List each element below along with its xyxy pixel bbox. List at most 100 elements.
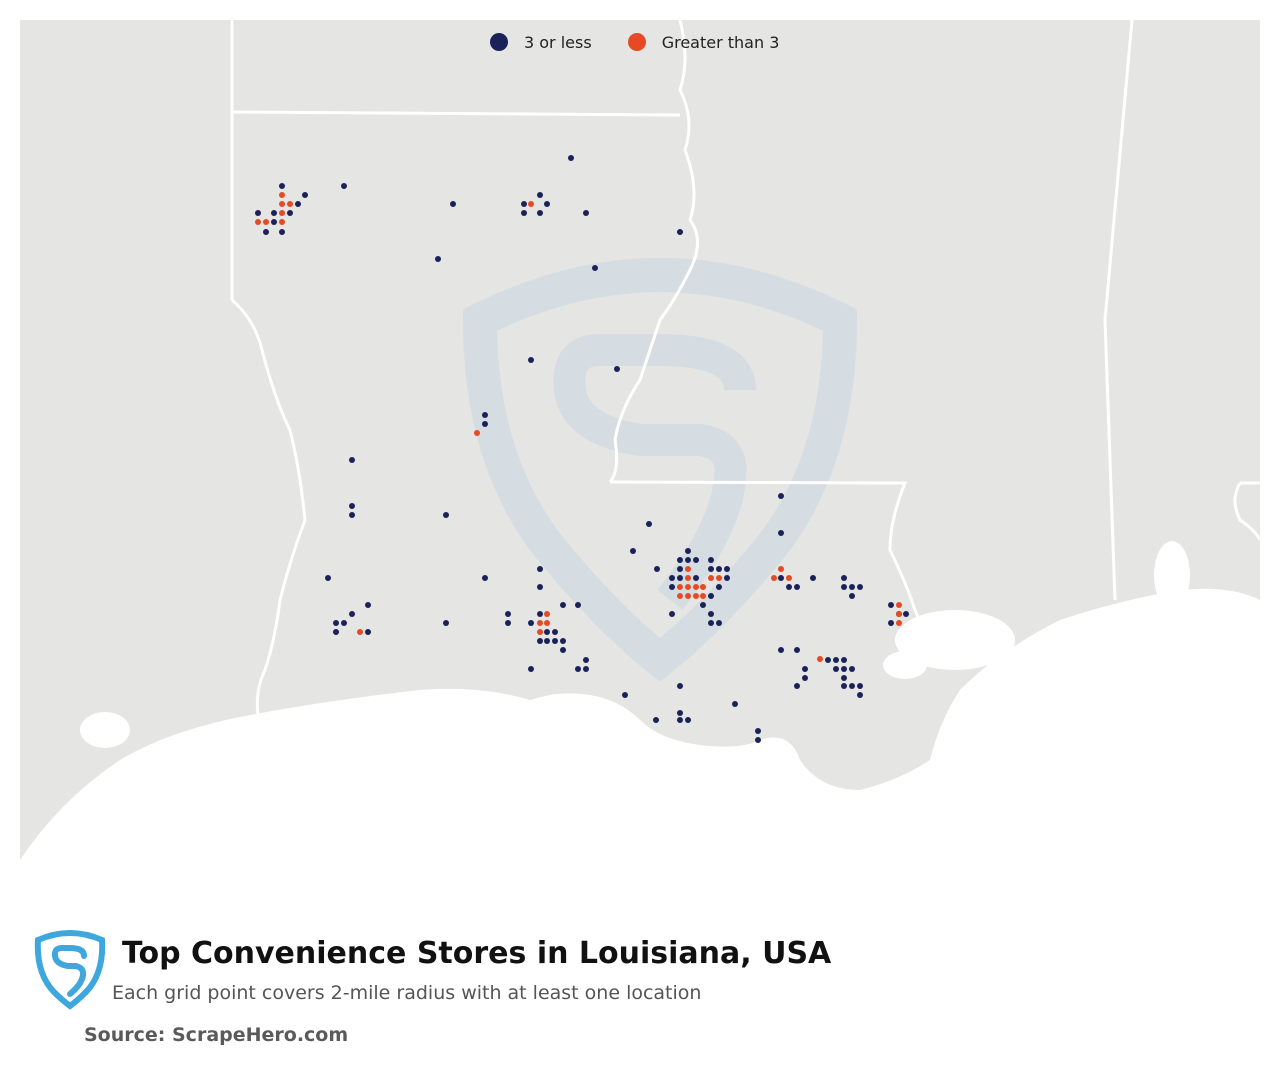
store-dot-3-or-less [778, 493, 784, 499]
store-dot-3-or-less [716, 566, 722, 572]
store-dot-3-or-less [365, 602, 371, 608]
store-dot-greater-than-3 [817, 656, 823, 662]
store-dot-3-or-less [685, 557, 691, 563]
store-dot-3-or-less [295, 201, 301, 207]
store-dot-greater-than-3 [263, 219, 269, 225]
legend-label: 3 or less [524, 32, 592, 52]
store-dot-greater-than-3 [279, 210, 285, 216]
store-dot-3-or-less [552, 638, 558, 644]
store-dot-3-or-less [544, 638, 550, 644]
store-dot-3-or-less [903, 611, 909, 617]
store-dot-3-or-less [349, 512, 355, 518]
sabine-lake [80, 712, 130, 748]
store-dot-3-or-less [708, 557, 714, 563]
map-title: Top Convenience Stores in Louisiana, USA [122, 936, 832, 971]
store-dot-3-or-less [724, 575, 730, 581]
store-dot-3-or-less [443, 620, 449, 626]
store-dot-3-or-less [443, 512, 449, 518]
store-dot-3-or-less [833, 657, 839, 663]
store-dot-3-or-less [505, 620, 511, 626]
store-dot-greater-than-3 [279, 201, 285, 207]
map: 3 or less Greater than 3 [20, 19, 1262, 900]
store-dot-3-or-less [841, 584, 847, 590]
store-dot-3-or-less [287, 210, 293, 216]
store-dot-3-or-less [841, 683, 847, 689]
store-dot-3-or-less [255, 210, 261, 216]
store-dot-3-or-less [349, 457, 355, 463]
store-dot-3-or-less [646, 521, 652, 527]
store-dot-greater-than-3 [685, 566, 691, 572]
store-dot-3-or-less [537, 584, 543, 590]
store-dot-greater-than-3 [693, 584, 699, 590]
store-dot-3-or-less [888, 620, 894, 626]
lake-east [530, 694, 590, 726]
store-dot-3-or-less [349, 503, 355, 509]
store-dot-3-or-less [560, 602, 566, 608]
store-dot-3-or-less [325, 575, 331, 581]
store-dot-greater-than-3 [771, 575, 777, 581]
store-dot-3-or-less [560, 647, 566, 653]
store-dot-3-or-less [575, 666, 581, 672]
store-dot-3-or-less [708, 566, 714, 572]
store-dot-3-or-less [841, 675, 847, 681]
store-dot-greater-than-3 [279, 192, 285, 198]
store-dot-3-or-less [685, 548, 691, 554]
store-dot-3-or-less [333, 629, 339, 635]
store-dot-greater-than-3 [677, 593, 683, 599]
store-dot-3-or-less [724, 566, 730, 572]
store-dot-3-or-less [794, 584, 800, 590]
store-dot-3-or-less [544, 629, 550, 635]
store-dot-3-or-less [825, 657, 831, 663]
store-dot-3-or-less [708, 611, 714, 617]
gulf-of-mexico [20, 588, 1260, 900]
store-dot-3-or-less [849, 666, 855, 672]
store-dot-3-or-less [575, 602, 581, 608]
store-dot-3-or-less [716, 620, 722, 626]
store-dot-3-or-less [614, 366, 620, 372]
store-dot-3-or-less [755, 728, 761, 734]
store-dot-3-or-less [857, 683, 863, 689]
store-dot-greater-than-3 [279, 219, 285, 225]
store-dot-3-or-less [333, 620, 339, 626]
bay-east [1154, 541, 1190, 609]
store-dot-3-or-less [857, 692, 863, 698]
store-dot-3-or-less [537, 210, 543, 216]
store-dot-3-or-less [302, 192, 308, 198]
store-dot-3-or-less [583, 657, 589, 663]
store-dot-3-or-less [568, 155, 574, 161]
store-dot-3-or-less [528, 666, 534, 672]
store-dot-3-or-less [841, 666, 847, 672]
store-dot-3-or-less [654, 566, 660, 572]
store-dot-greater-than-3 [677, 584, 683, 590]
store-dot-greater-than-3 [685, 584, 691, 590]
legend-item-3-or-less: 3 or less [490, 33, 592, 52]
store-dot-3-or-less [341, 183, 347, 189]
store-dot-3-or-less [552, 629, 558, 635]
store-dot-3-or-less [592, 265, 598, 271]
store-dot-3-or-less [778, 647, 784, 653]
store-dot-greater-than-3 [896, 620, 902, 626]
store-dot-3-or-less [653, 717, 659, 723]
legend-dot-orange [627, 33, 646, 51]
store-dot-3-or-less [888, 602, 894, 608]
store-dot-3-or-less [365, 629, 371, 635]
store-dot-3-or-less [450, 201, 456, 207]
store-dot-3-or-less [669, 584, 675, 590]
store-dot-greater-than-3 [700, 584, 706, 590]
store-dot-3-or-less [279, 183, 285, 189]
source-label: Source: ScrapeHero.com [84, 1024, 349, 1046]
store-dot-3-or-less [677, 717, 683, 723]
store-dot-3-or-less [708, 593, 714, 599]
scrapehero-shield-icon [34, 930, 106, 1010]
dots-3-or-less [255, 155, 909, 743]
store-dot-3-or-less [849, 593, 855, 599]
store-dot-3-or-less [521, 201, 527, 207]
store-dot-3-or-less [279, 229, 285, 235]
state-borders [230, 19, 1262, 716]
store-dot-3-or-less [669, 611, 675, 617]
scrapehero-shield-watermark-icon [462, 258, 858, 682]
store-dot-greater-than-3 [537, 629, 543, 635]
store-dot-3-or-less [482, 412, 488, 418]
store-dot-3-or-less [732, 701, 738, 707]
store-dot-greater-than-3 [685, 575, 691, 581]
